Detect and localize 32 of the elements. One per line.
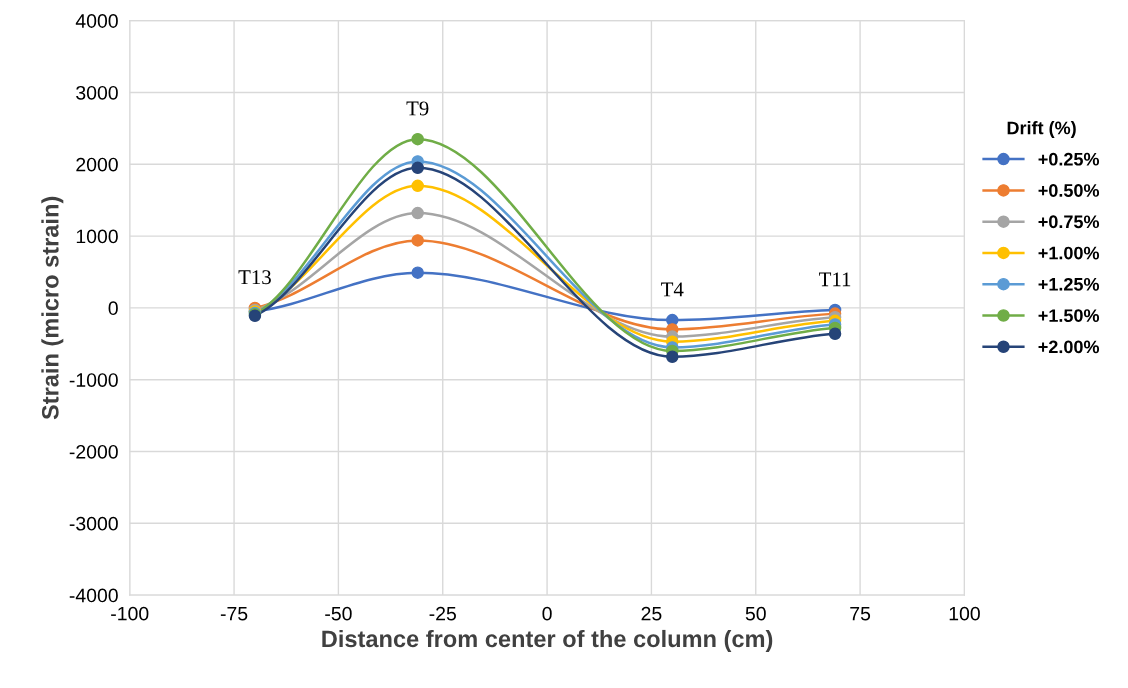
x-tick-label: -50 — [325, 606, 352, 621]
y-tick-label: -2000 — [69, 444, 118, 459]
x-tick-label: -100 — [111, 606, 149, 621]
x-tick-label: 0 — [542, 606, 552, 621]
y-tick-label: 3000 — [76, 85, 118, 100]
y-tick-label: 1000 — [76, 229, 118, 244]
y-tick-label: 4000 — [75, 14, 118, 28]
legend-label: +1.00% — [1038, 246, 1100, 260]
legend-label: +2.00% — [1038, 340, 1100, 354]
x-tick-label: 50 — [745, 606, 766, 621]
y-tick-label: 2000 — [76, 157, 118, 172]
legend-label: +1.25% — [1038, 277, 1100, 291]
y-tick-label: -3000 — [69, 516, 118, 531]
annotation: T4 — [661, 282, 684, 297]
annotation: T9 — [406, 101, 429, 116]
y-tick-label: -4000 — [69, 588, 118, 603]
legend-label: +0.50% — [1038, 184, 1100, 197]
x-tick-label: 100 — [949, 606, 980, 621]
y-tick-label: -1000 — [69, 373, 118, 387]
legend-label: +0.75% — [1038, 215, 1100, 229]
legend-label: +1.50% — [1038, 309, 1100, 322]
legend-label: +0.25% — [1038, 152, 1100, 166]
x-tick-label: -75 — [220, 606, 248, 621]
y-axis-title: Strain (micro strain) — [41, 196, 64, 420]
x-tick-label: 75 — [850, 606, 871, 621]
annotation: T13 — [238, 270, 271, 285]
x-tick-label: 25 — [641, 606, 662, 621]
legend-title: Drift (%) — [1007, 121, 1076, 138]
x-tick-label: -25 — [429, 606, 456, 621]
y-tick-label: 0 — [108, 301, 118, 316]
x-axis-title: Distance from center of the column (cm) — [322, 629, 773, 652]
annotation: T11 — [819, 272, 851, 287]
